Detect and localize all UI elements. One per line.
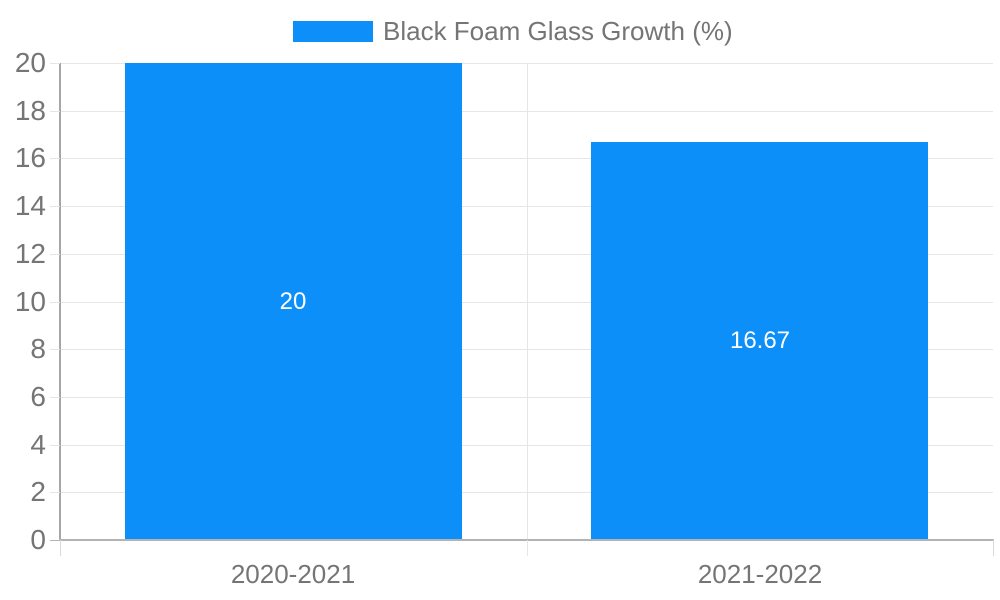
x-tick	[60, 540, 61, 556]
y-tick	[50, 158, 60, 159]
legend-label: Black Foam Glass Growth (%)	[383, 16, 733, 46]
y-tick-label: 20	[14, 47, 46, 78]
gridline	[60, 397, 993, 398]
y-axis-line	[59, 63, 61, 541]
y-tick	[50, 397, 60, 398]
gridline	[60, 254, 993, 255]
y-tick-label: 0	[30, 524, 46, 555]
x-axis-line	[59, 539, 994, 541]
gridline	[60, 63, 993, 64]
gridline	[60, 158, 993, 159]
x-tick	[993, 540, 994, 556]
y-tick	[50, 63, 60, 64]
category-boundary-line	[527, 63, 528, 540]
bar	[125, 63, 462, 540]
y-tick-label: 6	[30, 381, 46, 412]
gridline	[60, 111, 993, 112]
legend: Black Foam Glass Growth (%)	[293, 16, 733, 47]
y-tick	[50, 302, 60, 303]
y-tick	[50, 445, 60, 446]
y-tick-label: 8	[30, 333, 46, 364]
y-tick-label: 2	[30, 476, 46, 507]
y-tick-label: 14	[14, 190, 46, 221]
x-category-label: 2021-2022	[697, 559, 823, 589]
y-tick-label: 4	[30, 429, 46, 460]
gridline	[60, 206, 993, 207]
y-tick-label: 12	[14, 238, 46, 269]
y-tick	[50, 492, 60, 493]
plot-area: 20 16.67	[60, 63, 993, 540]
bar	[591, 142, 928, 540]
y-tick-label: 16	[14, 142, 46, 173]
y-tick	[50, 540, 60, 541]
y-tick	[50, 349, 60, 350]
y-tick	[50, 254, 60, 255]
gridline	[60, 445, 993, 446]
gridline	[60, 492, 993, 493]
y-tick	[50, 111, 60, 112]
x-tick	[527, 540, 528, 556]
gridline	[60, 349, 993, 350]
x-category-label: 2020-2021	[230, 559, 356, 589]
bar-value-label: 16.67	[729, 327, 791, 354]
y-tick	[50, 206, 60, 207]
y-tick-label: 18	[14, 95, 46, 126]
legend-swatch	[293, 21, 373, 42]
bar-value-label: 20	[279, 288, 307, 315]
gridline	[60, 302, 993, 303]
y-tick-label: 10	[14, 286, 46, 317]
